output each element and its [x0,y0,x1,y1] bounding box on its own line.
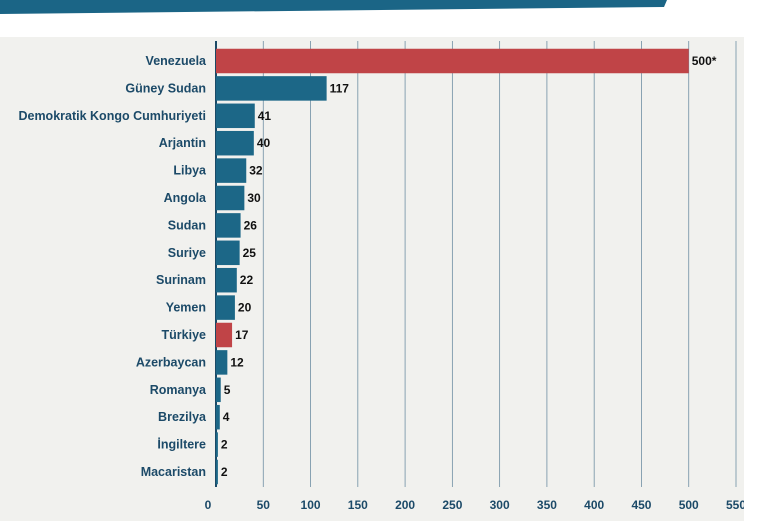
category-label: Macaristan [141,465,206,479]
x-tick-label: 200 [395,498,415,512]
category-label: Libya [173,164,207,178]
category-label: Angola [164,191,207,205]
bar [216,76,327,101]
bar [216,377,221,403]
value-label: 41 [258,109,272,123]
category-label: Surinam [156,273,206,287]
category-label: İngiltere [157,437,206,452]
x-axis-ticks: 0 50 100 150 200 250 300 350 400 450 500 550 [205,498,744,512]
x-tick-label: 500 [679,498,699,512]
value-label: 117 [330,81,350,95]
value-label: 2 [221,438,228,452]
bar [216,350,228,375]
bar [216,130,254,156]
category-label: Türkiye [162,328,207,342]
x-tick-label: 250 [442,498,462,512]
x-tick-label: 400 [584,498,604,512]
value-label: 25 [243,246,257,260]
value-label: 5 [224,383,231,397]
value-label: 40 [257,136,271,150]
value-label: 32 [249,164,263,178]
category-label: Suriye [168,246,206,260]
category-labels: Venezuela Güney Sudan Demokratik Kongo Cum… [18,54,207,479]
bar [216,322,233,348]
x-tick-label: 150 [348,498,368,512]
value-label: 12 [230,355,244,369]
category-label: Demokratik Kongo Cumhuriyeti [18,109,206,123]
value-label: 30 [247,191,261,205]
category-label: Sudan [168,218,206,232]
value-label: 2 [221,465,228,479]
x-tick-label: 550 [726,498,744,512]
bar [216,48,689,74]
category-label: Romanya [150,383,207,397]
bar [216,432,218,457]
category-label: Azerbaycan [136,355,206,369]
category-label: Brezilya [158,410,207,424]
value-label: 22 [240,273,254,287]
x-tick-label: 350 [537,498,557,512]
grid-layer [215,41,737,487]
x-tick-label: 450 [631,498,651,512]
category-label: Yemen [166,301,206,315]
value-label: 4 [223,410,230,424]
bar [216,295,235,320]
value-label: 20 [238,301,252,315]
x-tick-label: 100 [301,498,321,512]
bars [216,48,689,485]
value-label: 17 [235,328,249,342]
category-label: Arjantin [159,136,206,150]
x-tick-label: 300 [490,498,510,512]
bar [216,267,237,293]
bar [216,459,218,485]
chart-panel: Venezuela Güney Sudan Demokratik Kongo Cum… [0,37,744,521]
bar [216,213,241,238]
bar [216,404,220,430]
header-band-shape [0,0,667,14]
value-label: 26 [244,218,258,232]
header-band [0,0,667,14]
category-label: Güney Sudan [125,81,206,95]
bar-chart: Venezuela Güney Sudan Demokratik Kongo Cum… [18,41,744,512]
x-tick-label: 0 [205,498,212,512]
x-tick-label: 50 [257,498,271,512]
bar [216,240,240,266]
value-label: 500* [692,54,717,68]
bar [216,185,245,211]
category-label: Venezuela [146,54,207,68]
bar [216,158,247,183]
bar [216,103,255,129]
